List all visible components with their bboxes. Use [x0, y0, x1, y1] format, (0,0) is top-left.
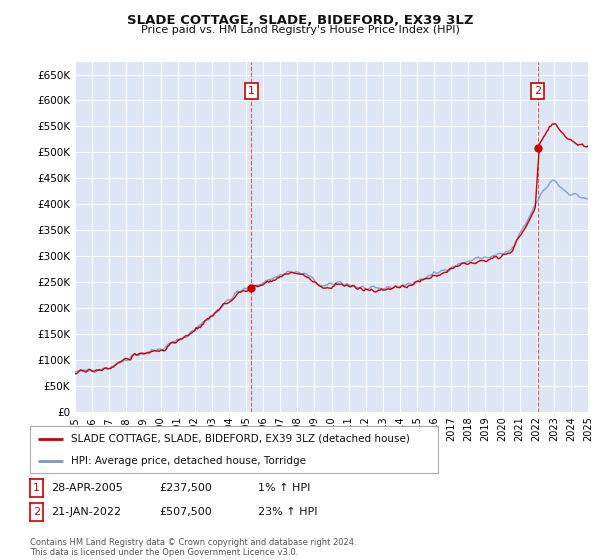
Text: HPI: Average price, detached house, Torridge: HPI: Average price, detached house, Torr…	[71, 456, 306, 466]
Text: SLADE COTTAGE, SLADE, BIDEFORD, EX39 3LZ (detached house): SLADE COTTAGE, SLADE, BIDEFORD, EX39 3LZ…	[71, 434, 410, 444]
Text: 23% ↑ HPI: 23% ↑ HPI	[258, 507, 317, 517]
Text: 1: 1	[248, 86, 255, 96]
Text: Contains HM Land Registry data © Crown copyright and database right 2024.
This d: Contains HM Land Registry data © Crown c…	[30, 538, 356, 557]
Text: 1% ↑ HPI: 1% ↑ HPI	[258, 483, 310, 493]
Text: Price paid vs. HM Land Registry's House Price Index (HPI): Price paid vs. HM Land Registry's House …	[140, 25, 460, 35]
Text: 1: 1	[33, 483, 40, 493]
Text: £237,500: £237,500	[159, 483, 212, 493]
Text: SLADE COTTAGE, SLADE, BIDEFORD, EX39 3LZ: SLADE COTTAGE, SLADE, BIDEFORD, EX39 3LZ	[127, 14, 473, 27]
Text: 2: 2	[33, 507, 40, 517]
Text: £507,500: £507,500	[159, 507, 212, 517]
Text: 2: 2	[534, 86, 541, 96]
Text: 28-APR-2005: 28-APR-2005	[51, 483, 123, 493]
Text: 21-JAN-2022: 21-JAN-2022	[51, 507, 121, 517]
